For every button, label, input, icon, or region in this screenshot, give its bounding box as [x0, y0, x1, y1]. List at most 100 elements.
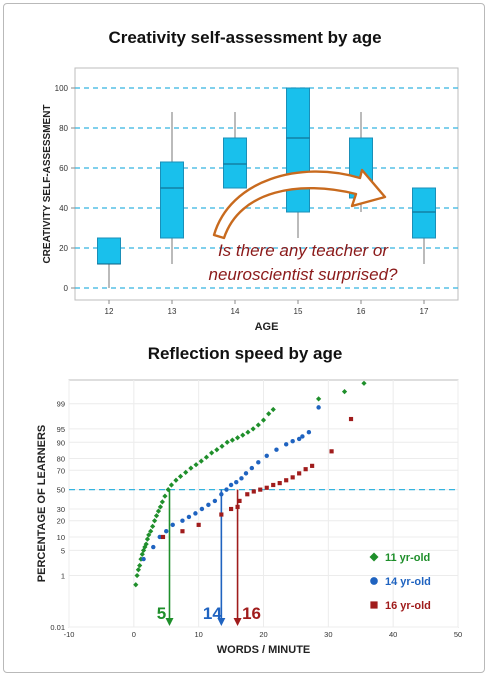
data-point-11-yr-old	[137, 562, 143, 569]
data-point-16-yr-old	[245, 492, 250, 497]
data-point-16-yr-old	[258, 487, 263, 492]
legend-label: 11 yr-old	[385, 552, 430, 564]
data-point-11-yr-old	[134, 572, 140, 579]
data-point-11-yr-old	[143, 541, 149, 547]
box-age-12	[97, 237, 121, 265]
data-point-16-yr-old	[271, 482, 276, 488]
x-tick-label: 50	[454, 630, 462, 639]
box-age-15	[286, 87, 310, 213]
data-point-11-yr-old	[219, 443, 225, 449]
y-tick-label: 20	[59, 244, 68, 253]
data-point-14-yr-old	[193, 511, 198, 516]
median-label: 16	[242, 604, 261, 623]
legend-marker	[370, 577, 378, 585]
y-tick-label: 1	[61, 572, 65, 581]
creativity-boxplot-chart: 0 20 40 60 80 100 12 13 14 15 16 17 AGE CREATIVITY SE…	[42, 67, 459, 333]
data-point-16-yr-old	[277, 481, 282, 486]
data-point-14-yr-old	[274, 447, 279, 452]
y-axis-label: PERCENTAGE OF LEARNERS	[36, 425, 48, 582]
y-axis-label: CREATIVITY SELF-ASSESSMENT	[42, 104, 53, 263]
data-point-11-yr-old	[146, 532, 152, 538]
data-point-11-yr-old	[162, 493, 168, 499]
x-axis-label: WORDS / MINUTE	[217, 644, 311, 656]
x-tick-label: 14	[231, 307, 240, 316]
data-point-14-yr-old	[228, 482, 234, 488]
data-point-11-yr-old	[229, 437, 235, 443]
data-point-11-yr-old	[148, 528, 154, 534]
x-axis-label: AGE	[255, 321, 279, 333]
y-tick-label: 0.01	[50, 623, 65, 632]
x-tick-label: 17	[420, 307, 429, 316]
y-tick-label: 95	[57, 425, 65, 434]
reflection-speed-scatter-chart: -10 0 10 20 30 40 50 0.01 1 5 10 20 30 50 70 80 90 95 99 5 1…	[36, 379, 462, 656]
data-point-11-yr-old	[133, 582, 139, 588]
x-tick-label: 15	[294, 307, 303, 316]
data-point-14-yr-old	[239, 476, 244, 481]
data-point-14-yr-old	[290, 439, 295, 444]
x-tick-label: 16	[357, 307, 366, 316]
y-tick-label: 5	[61, 546, 65, 555]
legend-label: 16 yr-old	[385, 600, 431, 612]
box-age-17	[412, 187, 436, 239]
data-point-16-yr-old	[297, 471, 302, 476]
data-point-14-yr-old	[249, 465, 255, 471]
data-point-14-yr-old	[212, 498, 218, 504]
y-tick-label: 99	[57, 400, 65, 409]
data-point-16-yr-old	[310, 463, 315, 468]
data-point-11-yr-old	[168, 482, 175, 488]
y-tick-label: 90	[57, 438, 65, 447]
data-point-16-yr-old	[229, 506, 234, 512]
median-label: 14	[203, 604, 222, 623]
data-point-14-yr-old	[224, 487, 229, 492]
box-age-13	[160, 161, 184, 239]
x-tick-label: 20	[259, 630, 267, 639]
plot-area	[74, 67, 459, 301]
data-point-14-yr-old	[206, 502, 211, 508]
y-tick-label: 40	[59, 204, 68, 213]
x-tick-label: -10	[64, 630, 75, 639]
data-point-14-yr-old	[243, 471, 249, 476]
data-point-16-yr-old	[348, 416, 354, 422]
y-tick-label: 30	[57, 505, 65, 514]
data-point-11-yr-old	[193, 462, 199, 468]
x-tick-label: 13	[168, 307, 177, 316]
y-tick-label: 50	[57, 486, 65, 495]
data-point-16-yr-old	[196, 522, 201, 527]
data-point-14-yr-old	[186, 514, 192, 520]
annotation-arrow	[212, 168, 387, 240]
legend-marker	[369, 552, 379, 562]
legend-marker	[370, 601, 378, 609]
data-point-14-yr-old	[316, 405, 321, 410]
data-point-14-yr-old	[151, 544, 156, 550]
y-tick-label: 100	[55, 84, 69, 93]
data-point-14-yr-old	[141, 556, 146, 562]
data-point-14-yr-old	[164, 529, 169, 534]
y-tick-label: 10	[57, 533, 65, 542]
median-arrowhead	[165, 618, 174, 626]
data-point-11-yr-old	[150, 523, 156, 529]
x-tick-label: 12	[105, 307, 114, 316]
data-point-11-yr-old	[151, 518, 158, 524]
data-point-14-yr-old	[296, 436, 302, 442]
data-point-14-yr-old	[199, 506, 205, 512]
y-tick-label: 0	[64, 284, 69, 293]
chart-2-title: Reflection speed by age	[147, 344, 343, 363]
x-tick-label: 10	[194, 630, 202, 639]
median-arrowhead	[233, 618, 242, 626]
data-point-14-yr-old	[256, 460, 261, 465]
annotation-line-2: neuroscientist surprised?	[209, 265, 399, 284]
y-tick-label: 60	[59, 164, 68, 173]
x-tick-label: 0	[132, 630, 136, 639]
annotation-line-1: Is there any teacher or	[218, 241, 389, 260]
data-point-16-yr-old	[251, 489, 256, 494]
data-point-16-yr-old	[303, 467, 308, 472]
data-point-16-yr-old	[237, 498, 242, 503]
data-point-14-yr-old	[264, 453, 269, 459]
image-frame	[3, 3, 485, 673]
data-point-11-yr-old	[157, 504, 164, 510]
data-point-16-yr-old	[219, 512, 224, 517]
y-tick-label: 20	[57, 517, 65, 526]
legend-label: 14 yr-old	[385, 576, 431, 588]
data-point-11-yr-old	[316, 396, 322, 402]
data-point-14-yr-old	[180, 518, 185, 523]
